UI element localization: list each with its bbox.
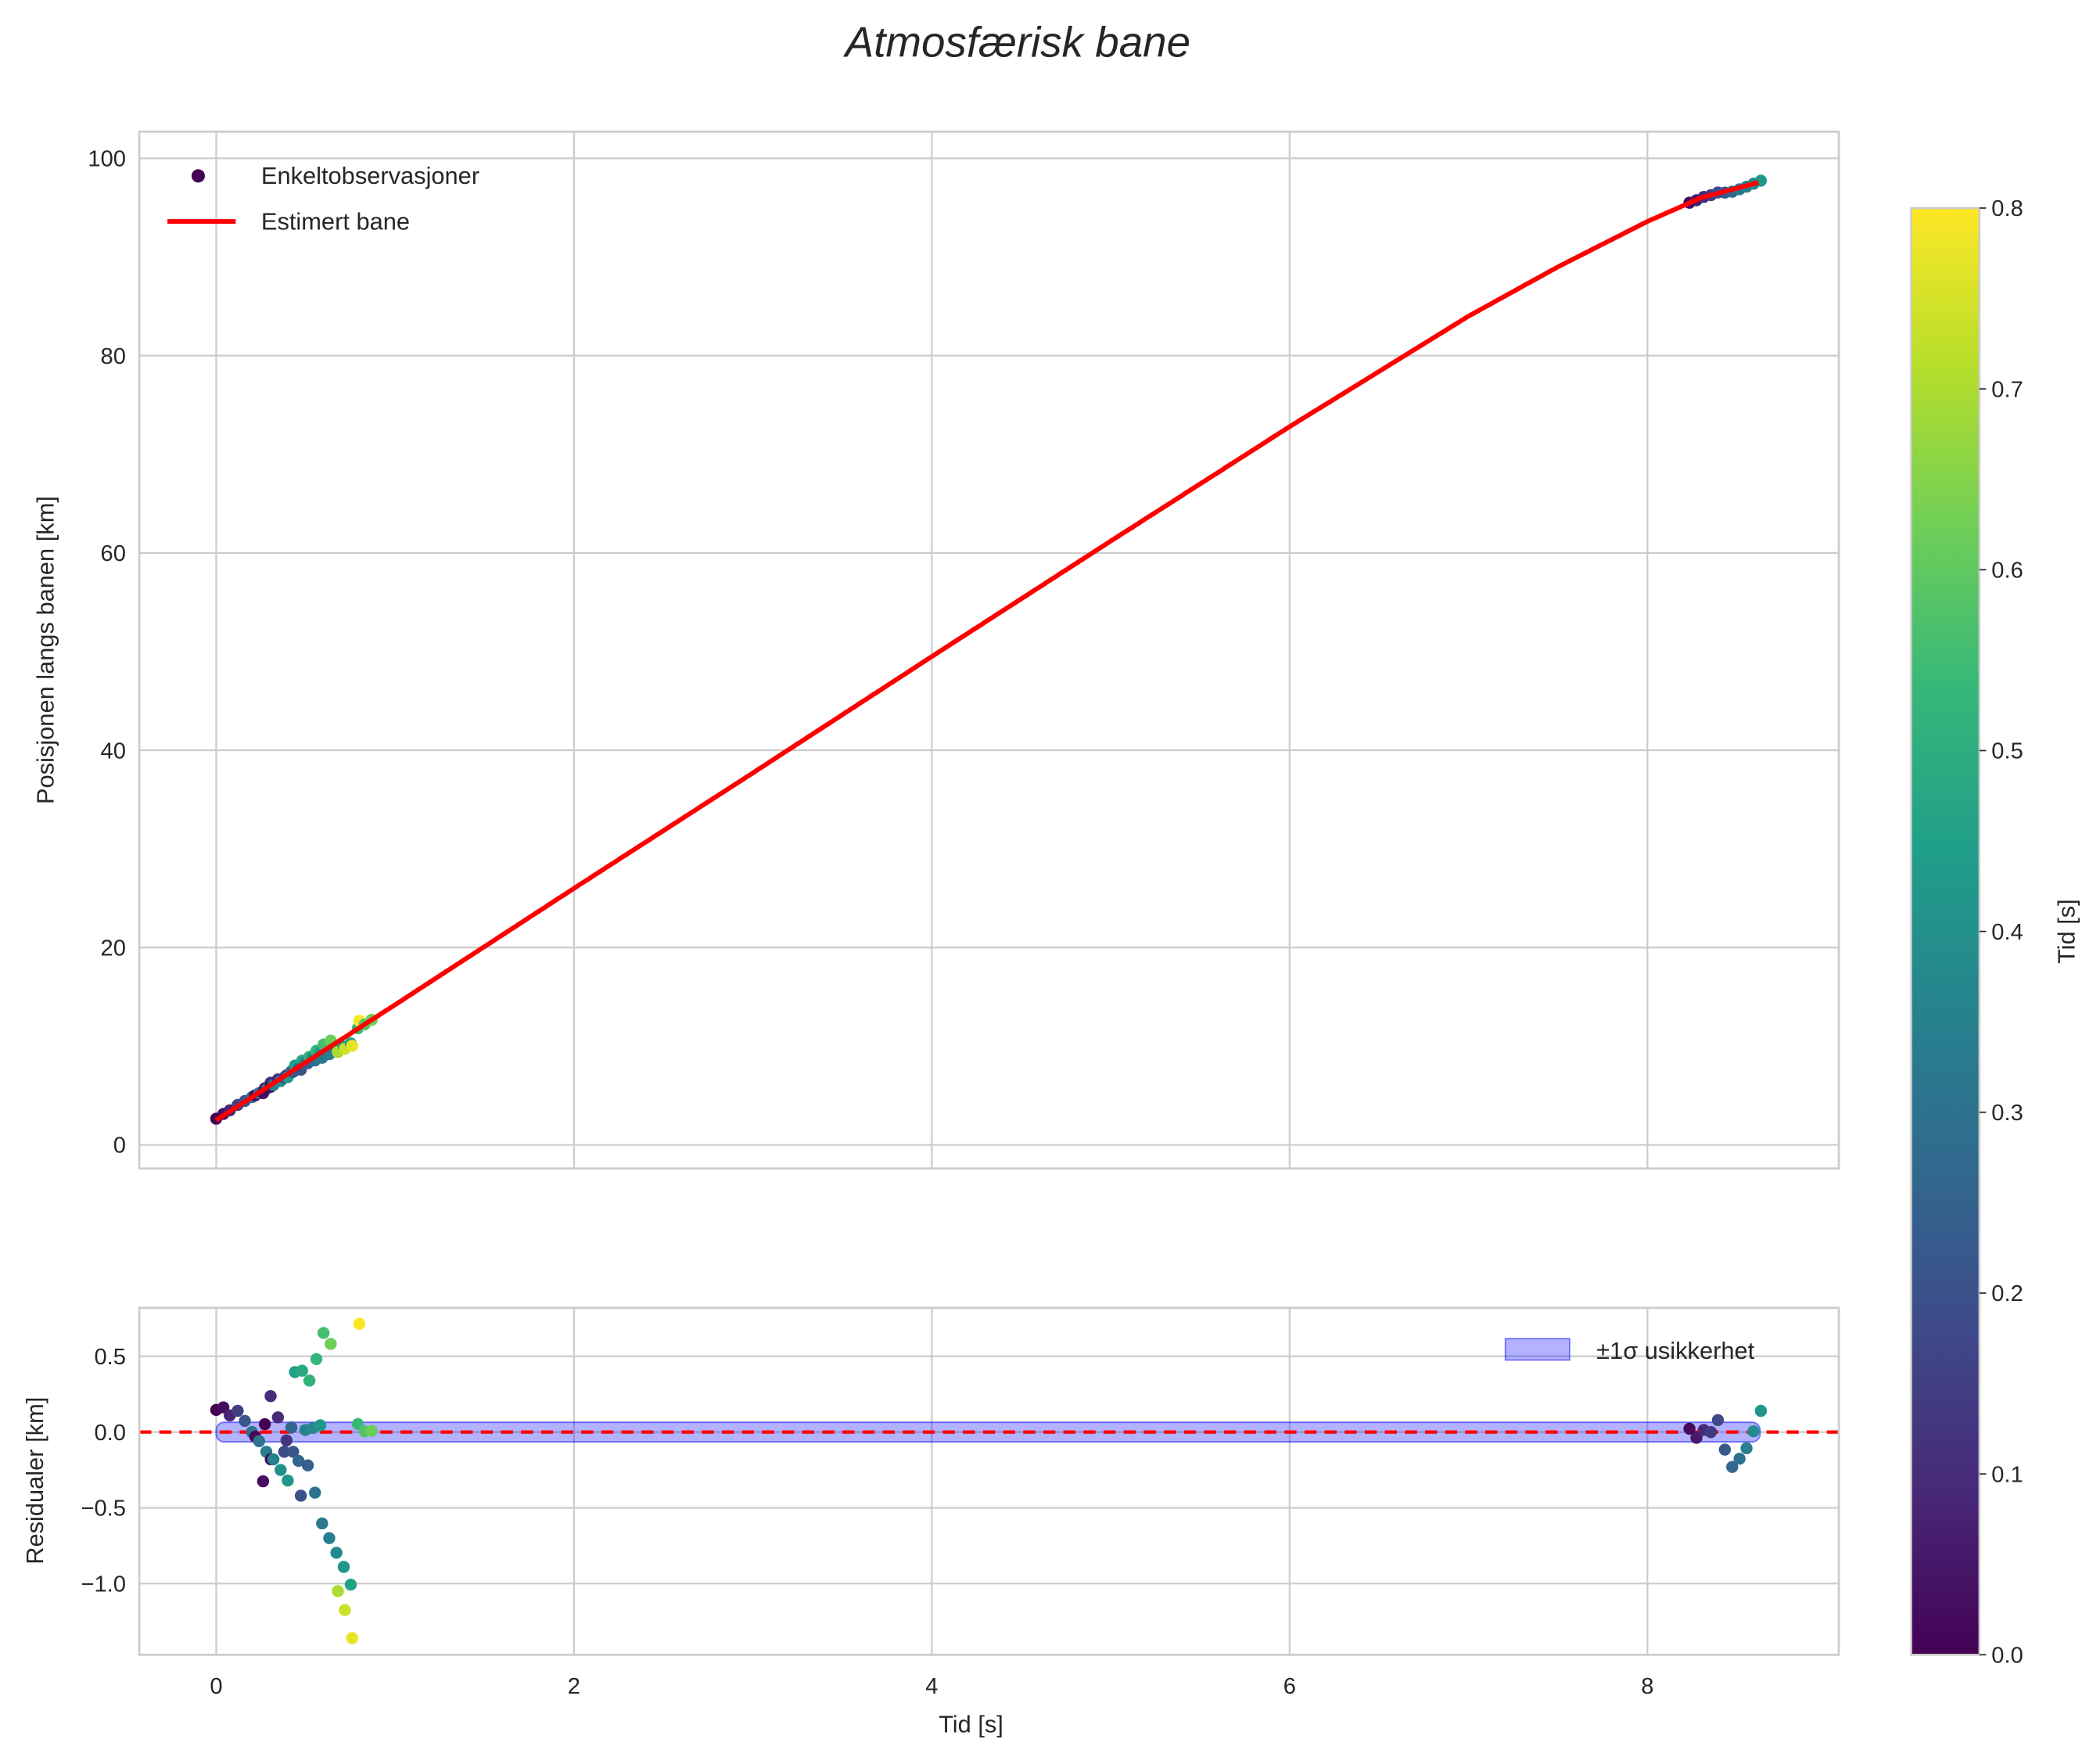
top-y-tick-label: 40 — [101, 738, 126, 764]
bottom-axes: 0.5 0.0 −0.5 −1.0 0 2 4 6 8 Residualer [km] Tid … — [21, 1306, 1840, 1738]
residual-point — [280, 1434, 293, 1446]
top-y-tick-label: 60 — [101, 541, 126, 566]
colorbar-tick-label: 0.3 — [1991, 1101, 2023, 1126]
residual-point — [264, 1390, 277, 1403]
residual-point — [296, 1364, 308, 1377]
top-axes: 0 20 40 60 80 100 Posisjonen langs banen [km]… — [31, 130, 1840, 1170]
residual-point — [309, 1486, 321, 1499]
residual-point — [275, 1464, 287, 1476]
residual-point — [1711, 1414, 1725, 1427]
residual-point — [353, 1317, 366, 1330]
colorbar-tick-label: 0.8 — [1991, 196, 2023, 221]
x-tick-label: 6 — [1283, 1674, 1296, 1699]
residual-point — [339, 1604, 351, 1616]
residual-point — [1704, 1425, 1718, 1439]
top-plot-area — [210, 174, 1768, 1125]
x-tick-label: 4 — [925, 1674, 938, 1699]
residual-point — [282, 1474, 294, 1487]
residual-point — [253, 1435, 266, 1447]
x-tick-label: 2 — [568, 1674, 580, 1699]
bottom-ticks: 0.5 0.0 −0.5 −1.0 0 2 4 6 8 — [81, 1345, 1653, 1699]
colorbar-tick-label: 0.7 — [1991, 377, 2023, 402]
colorbar-tick-label: 0.6 — [1991, 559, 2023, 584]
residual-point — [314, 1419, 327, 1432]
residual-point — [330, 1547, 343, 1559]
bottom-y-tick-label: 0.0 — [94, 1421, 125, 1446]
residual-point — [1690, 1432, 1703, 1444]
residual-point — [344, 1578, 357, 1591]
x-axis-label: Tid [s] — [939, 1711, 1003, 1738]
residual-point — [337, 1561, 350, 1573]
residual-point — [310, 1353, 323, 1365]
residual-point — [257, 1475, 270, 1488]
residual-point — [292, 1454, 305, 1468]
legend-label-observations: Enkeltobservasjoner — [261, 162, 479, 189]
residual-point — [323, 1532, 336, 1544]
top-y-ticks: 0 20 40 60 80 100 — [88, 147, 126, 1159]
residual-point — [271, 1411, 285, 1424]
residual-point — [285, 1421, 298, 1434]
bottom-plot-area — [139, 1317, 1840, 1644]
residual-point — [346, 1632, 358, 1644]
residual-point — [267, 1453, 280, 1466]
legend-label-uncertainty: ±1σ usikkerhet — [1596, 1337, 1754, 1364]
colorbar-tick-label: 0.2 — [1991, 1281, 2023, 1306]
residual-point — [294, 1489, 307, 1502]
residual-point — [301, 1459, 314, 1471]
residual-point — [1754, 1404, 1768, 1417]
x-tick-label: 0 — [210, 1674, 222, 1699]
chart-title: Atmosfærisk bane — [843, 17, 1190, 66]
estimated-trajectory-line — [214, 180, 1759, 1123]
top-axes-frame — [138, 130, 1840, 1170]
residual-point — [287, 1446, 300, 1458]
colorbar-tick-label: 0.4 — [1991, 920, 2023, 945]
colorbar: 0.0 0.1 0.2 0.3 0.4 0.5 0.6 0.7 0.8 Tid [s] — [1910, 196, 2080, 1669]
bottom-legend: ±1σ usikkerhet — [1504, 1337, 1755, 1364]
colorbar-tick-label: 0.1 — [1991, 1462, 2023, 1487]
colorbar-gradient — [1910, 207, 1981, 1656]
top-y-tick-label: 20 — [101, 936, 126, 961]
colorbar-label: Tid [s] — [2052, 899, 2080, 964]
bottom-y-tick-label: −0.5 — [81, 1497, 125, 1522]
residual-point — [1733, 1453, 1746, 1465]
legend-label-estimated: Estimert bane — [261, 207, 410, 235]
x-tick-label: 8 — [1641, 1674, 1653, 1699]
residual-point — [1726, 1461, 1739, 1473]
residual-point — [303, 1374, 316, 1387]
bottom-axes-frame — [138, 1306, 1840, 1656]
residual-point — [1747, 1425, 1760, 1438]
colorbar-ticks: 0.0 0.1 0.2 0.3 0.4 0.5 0.6 0.7 0.8 — [1979, 196, 2023, 1669]
residual-point — [239, 1414, 251, 1427]
residual-point — [1740, 1442, 1753, 1455]
residual-point — [332, 1585, 344, 1597]
top-y-label: Posisjonen langs banen [km] — [31, 496, 59, 804]
residual-point — [365, 1425, 378, 1437]
colorbar-tick-label: 0.5 — [1991, 739, 2023, 764]
top-y-tick-label: 80 — [101, 344, 126, 369]
top-y-tick-label: 0 — [113, 1134, 126, 1159]
top-y-tick-label: 100 — [88, 147, 126, 172]
observation-point — [346, 1040, 358, 1052]
bottom-y-tick-label: −1.0 — [81, 1572, 125, 1597]
residual-point — [278, 1446, 291, 1458]
top-legend: Enkeltobservasjoner Estimert bane — [167, 162, 479, 235]
residual-point — [1683, 1422, 1696, 1435]
legend-patch-uncertainty — [1504, 1338, 1571, 1361]
residual-point — [232, 1404, 244, 1417]
residual-point — [317, 1327, 330, 1339]
top-grid — [139, 131, 1840, 1169]
bottom-y-label: Residualer [km] — [21, 1397, 48, 1565]
residual-point — [325, 1338, 337, 1350]
colorbar-tick-label: 0.0 — [1991, 1644, 2023, 1669]
residual-point — [1718, 1443, 1732, 1456]
residual-point — [217, 1401, 230, 1414]
residual-point — [316, 1517, 328, 1530]
residual-point — [258, 1417, 271, 1431]
legend-marker-observations — [191, 169, 205, 183]
bottom-y-tick-label: 0.5 — [94, 1345, 125, 1370]
